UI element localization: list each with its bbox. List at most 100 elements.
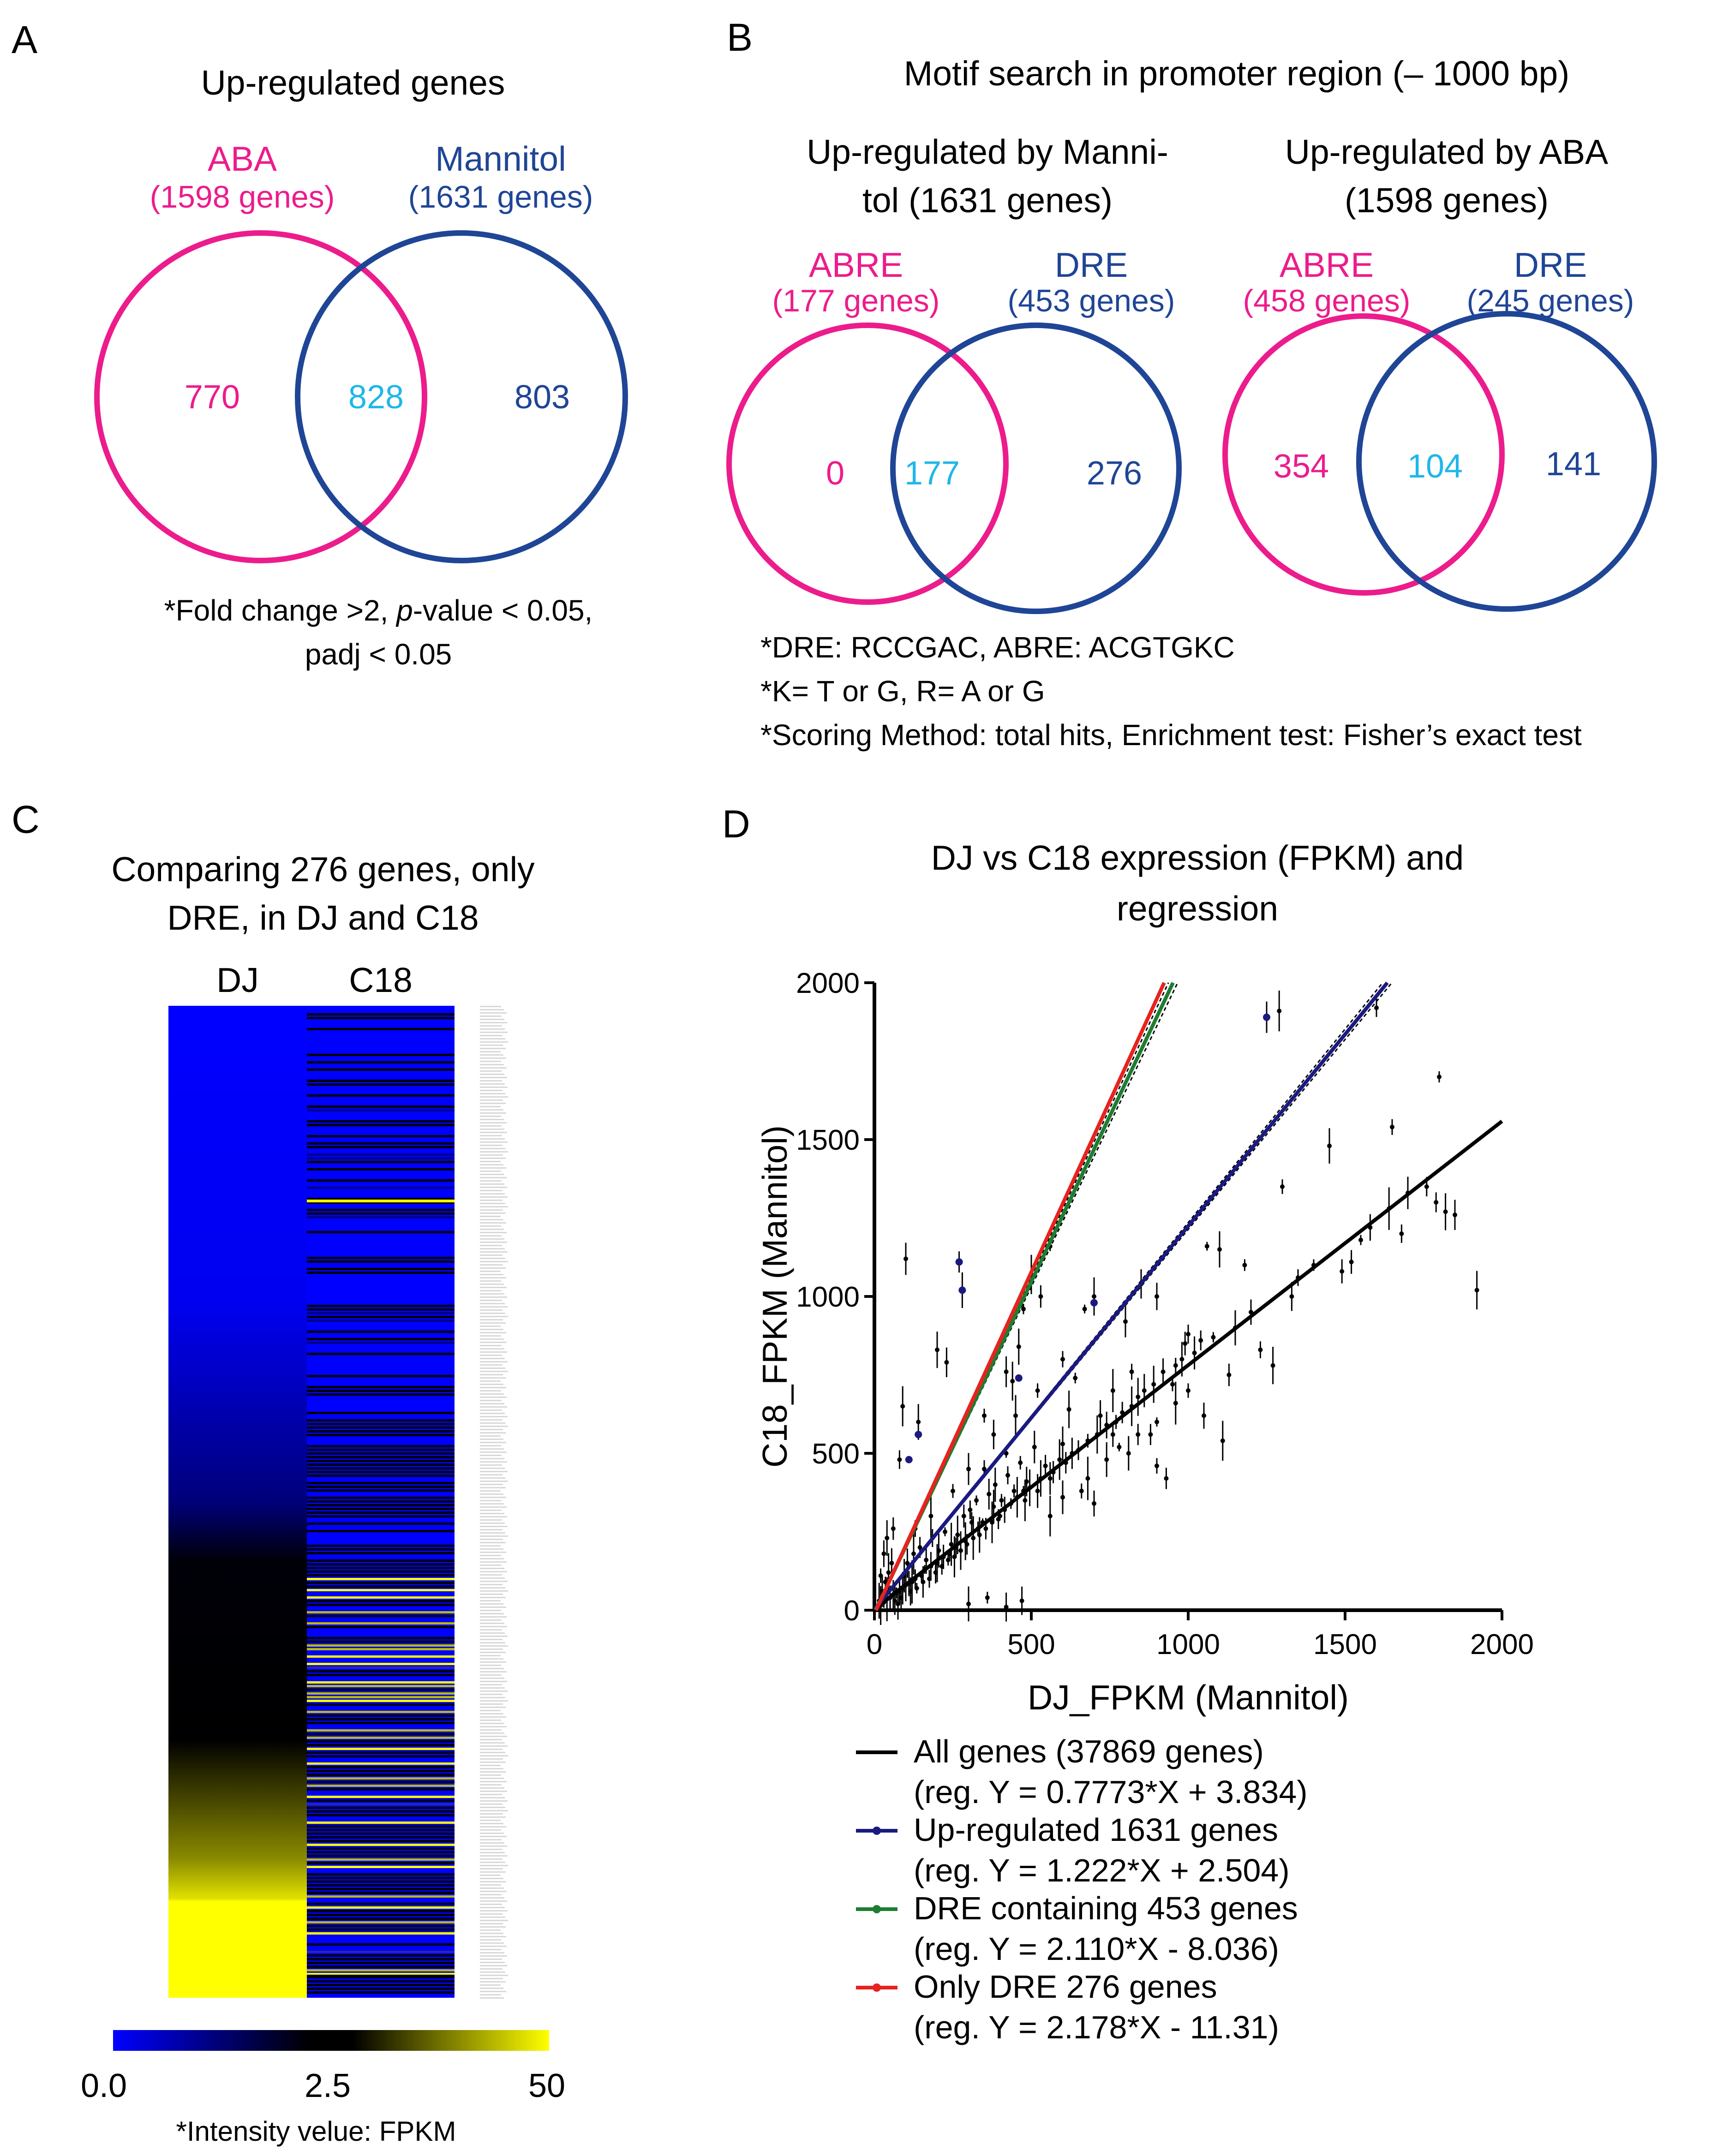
regression-line bbox=[873, 981, 1389, 1611]
data-point bbox=[1192, 1350, 1197, 1356]
heatmap-row-label bbox=[480, 1006, 501, 1007]
data-point bbox=[1179, 1357, 1185, 1362]
heatmap-row-label bbox=[480, 1028, 505, 1030]
data-point bbox=[990, 1520, 994, 1525]
venn-a-right-count: (1631 genes) bbox=[408, 179, 593, 215]
data-point bbox=[945, 1558, 951, 1563]
heatmap-row-label bbox=[480, 1442, 506, 1443]
data-point bbox=[1155, 1294, 1159, 1299]
data-point bbox=[1024, 1479, 1029, 1484]
heatmap-row-label bbox=[480, 1164, 503, 1165]
data-point bbox=[966, 1467, 971, 1471]
heatmap-c18-stripe bbox=[307, 1906, 455, 1909]
heatmap-row-label bbox=[480, 1632, 505, 1634]
heatmap-c18-stripe bbox=[307, 1028, 455, 1030]
panel-a: A Up-regulated genes ABA (1598 genes) Ma… bbox=[12, 18, 628, 671]
data-point bbox=[1018, 1460, 1023, 1465]
data-point bbox=[958, 1548, 963, 1553]
heatmap-c18-stripe bbox=[307, 1069, 455, 1071]
panel-c-title-line2: DRE, in DJ and C18 bbox=[167, 898, 479, 937]
heatmap-row-label bbox=[480, 1403, 504, 1404]
heatmap-row-label bbox=[480, 1451, 507, 1453]
heatmap-row-label bbox=[480, 1206, 508, 1207]
heatmap-c18-stripe bbox=[307, 1331, 455, 1333]
heatmap-row-label bbox=[480, 1461, 507, 1463]
legend-regression: (reg. Y = 1.222*X + 2.504) bbox=[914, 1852, 1290, 1888]
heatmap-c18-stripe bbox=[307, 1272, 455, 1274]
heatmap-row-label bbox=[480, 1787, 504, 1789]
heatmap-row-label bbox=[480, 1971, 505, 1973]
heatmap-row-label bbox=[480, 1087, 508, 1088]
venn-b1-right-count: (453 genes) bbox=[1008, 283, 1175, 318]
heatmap-row-label bbox=[480, 1141, 508, 1143]
heatmap-row-label bbox=[480, 1103, 506, 1104]
heatmap-row-label bbox=[480, 1684, 502, 1685]
heatmap-row-label bbox=[480, 1981, 506, 1983]
data-point bbox=[1085, 1476, 1090, 1481]
heatmap-c18-stripe bbox=[307, 1463, 455, 1466]
confidence-band bbox=[875, 982, 1169, 1611]
heatmap-row-label bbox=[480, 1820, 501, 1821]
data-point bbox=[1082, 1307, 1087, 1312]
data-point bbox=[891, 1526, 896, 1531]
heatmap-row-label bbox=[480, 1623, 504, 1624]
panel-b-letter: B bbox=[727, 16, 753, 59]
heatmap-row-label bbox=[480, 1196, 508, 1198]
heatmap-row-label bbox=[480, 1177, 507, 1178]
heatmap-c18-stripe bbox=[307, 1198, 455, 1200]
heatmap-row-label bbox=[480, 1871, 506, 1873]
heatmap-row-label bbox=[480, 1726, 507, 1727]
panel-b-title: Motif search in promoter region (– 1000 … bbox=[904, 54, 1569, 93]
heatmap-c18-stripe bbox=[307, 1338, 455, 1340]
heatmap-row-label bbox=[480, 1613, 504, 1614]
heatmap-row-label bbox=[480, 1506, 507, 1508]
data-point bbox=[1155, 1463, 1159, 1469]
heatmap-row-label bbox=[480, 1700, 508, 1702]
data-point bbox=[1173, 1363, 1178, 1368]
heatmap-row-label bbox=[480, 1678, 504, 1679]
heatmap-c18-stripe bbox=[307, 1641, 455, 1643]
heatmap-row-label bbox=[480, 1829, 501, 1831]
heatmap-c18-stripe bbox=[307, 1120, 455, 1123]
data-point bbox=[1013, 1413, 1018, 1418]
venn-a-right-label: Mannitol bbox=[435, 139, 566, 178]
data-point bbox=[1349, 1260, 1354, 1265]
data-point bbox=[1004, 1605, 1009, 1610]
venn-b1-title-line1: Up-regulated by Manni- bbox=[807, 132, 1168, 171]
data-point bbox=[1060, 1441, 1065, 1446]
heatmap-row-label bbox=[480, 1203, 505, 1204]
heatmap-row-label bbox=[480, 1629, 502, 1630]
heatmap-row-label bbox=[480, 1616, 507, 1618]
legend-marker bbox=[873, 1905, 881, 1913]
heatmap-c18-stripe bbox=[307, 1744, 455, 1746]
heatmap-row-label bbox=[480, 1923, 503, 1924]
heatmap-col-c18: C18 bbox=[349, 961, 413, 999]
heatmap-row-label bbox=[480, 1216, 501, 1217]
heatmap-row-label bbox=[480, 1358, 505, 1359]
heatmap-c18-stripe bbox=[307, 1135, 455, 1137]
heatmap-row-label bbox=[480, 1607, 506, 1608]
heatmap-row-label bbox=[480, 1978, 503, 1979]
heatmap-row-label bbox=[480, 1251, 508, 1253]
heatmap-row-label bbox=[480, 1171, 501, 1172]
heatmap-row-label bbox=[480, 1406, 507, 1408]
heatmap-row-label bbox=[480, 1222, 506, 1224]
color-scale-mid: 2.5 bbox=[305, 2067, 351, 2104]
heatmap-row-label bbox=[480, 1348, 504, 1350]
panel-d-title-line2: regression bbox=[1117, 889, 1278, 928]
heatmap-row-label bbox=[480, 1455, 502, 1456]
data-point bbox=[987, 1492, 992, 1497]
heatmap-row-label bbox=[480, 1904, 502, 1905]
heatmap-c18-stripe bbox=[307, 1231, 455, 1233]
heatmap-c18-stripe bbox=[307, 1386, 455, 1388]
data-point bbox=[1155, 1420, 1159, 1424]
heatmap-row-label bbox=[480, 1280, 501, 1282]
heatmap-row-label bbox=[480, 1926, 506, 1928]
heatmap-c18-stripe bbox=[307, 1146, 455, 1148]
data-point bbox=[977, 1532, 982, 1537]
heatmap-row-label bbox=[480, 1716, 506, 1718]
heatmap-row-label bbox=[480, 1061, 501, 1062]
heatmap-row-label bbox=[480, 1122, 507, 1123]
data-point bbox=[1060, 1495, 1065, 1500]
heatmap-c18-stripe bbox=[307, 1567, 455, 1569]
